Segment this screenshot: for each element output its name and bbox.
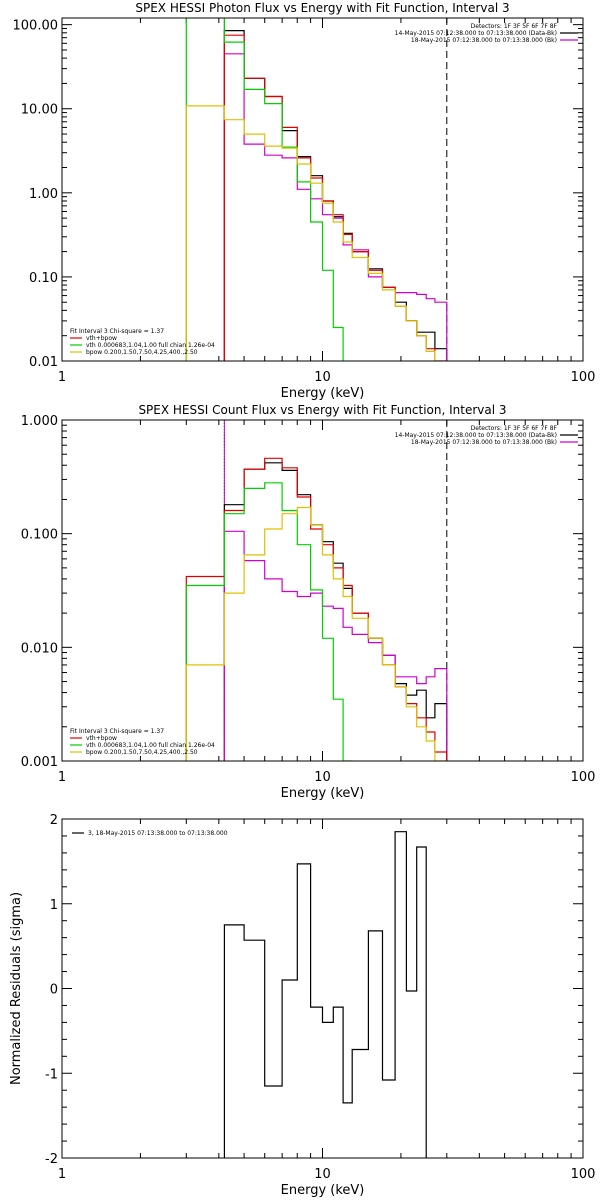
series-line-1 bbox=[223, 30, 448, 361]
y-tick-label: -1 bbox=[45, 1067, 58, 1082]
y-tick-label: 1 bbox=[50, 898, 58, 913]
y-axis-ticks: 0.001 0.010 0.100 1.000 bbox=[21, 414, 583, 770]
chart-title: SPEX HESSI Count Flux vs Energy with Fit… bbox=[138, 403, 506, 417]
series-line-2 bbox=[223, 530, 448, 761]
x-axis-label: Energy (keV) bbox=[281, 386, 365, 401]
legend-entry: 3, 18-May-2015 07:13:38.000 to 07:13:38.… bbox=[88, 830, 228, 837]
y-tick-label: -2 bbox=[45, 1152, 58, 1167]
x-axis-ticks: 1 10 100 bbox=[58, 819, 596, 1182]
x-tick-label: 1 bbox=[58, 770, 66, 785]
legend-entry: bpow 0.200,1.50,7.50,4.25,400.,2.50 bbox=[86, 349, 198, 356]
header-line: Detectors: 1F 3F 5F 6F 7F 8F bbox=[471, 23, 558, 30]
y-tick-label: 2 bbox=[50, 813, 58, 828]
y-tick-label: 10.00 bbox=[21, 103, 58, 118]
legend-title: Fit Interval 3 Chi-square = 1.37 bbox=[70, 728, 164, 735]
y-tick-label: 0.001 bbox=[21, 755, 58, 770]
plot-frame bbox=[61, 818, 584, 1159]
x-axis-label: Energy (keV) bbox=[281, 786, 365, 801]
x-tick-label: 10 bbox=[314, 770, 331, 785]
y-tick-label: 0.010 bbox=[21, 641, 58, 656]
x-tick-label: 1 bbox=[58, 1167, 66, 1182]
series-group bbox=[223, 831, 427, 1158]
series-line-2 bbox=[223, 53, 448, 361]
series-line-5 bbox=[185, 506, 448, 761]
y-tick-label: 100.00 bbox=[13, 19, 59, 34]
x-tick-label: 1 bbox=[58, 370, 66, 385]
chart-panel-2: 1 10 100 0.001 0.010 0.100 1.000 SPEX HESSI Cou… bbox=[21, 403, 596, 801]
chart-title: SPEX HESSI Photon Flux vs Energy with Fi… bbox=[135, 1, 509, 15]
legend-entry: vth 0.000683,1.04,1.00 full chian 1.26e-… bbox=[86, 342, 215, 349]
y-tick-label: 0 bbox=[50, 983, 58, 998]
series-group bbox=[185, 18, 448, 361]
x-tick-label: 10 bbox=[314, 370, 331, 385]
plot-frame bbox=[61, 419, 584, 762]
y-tick-label: 0.10 bbox=[29, 271, 58, 286]
y-axis-label: Normalized Residuals (sigma) bbox=[9, 892, 24, 1085]
legend-entry: vth+bpow bbox=[86, 335, 117, 342]
y-axis-ticks: -2 -1 0 1 2 bbox=[45, 813, 583, 1167]
header-line: 14-May-2015 07:12:38.000 to 07:13:38.000… bbox=[395, 30, 557, 37]
y-tick-label: 1.000 bbox=[21, 414, 58, 429]
header-line: Detectors: 1F 3F 5F 6F 7F 8F bbox=[471, 425, 558, 432]
legend-entry: vth 0.000683,1.04,1.00 full chian 1.26e-… bbox=[86, 742, 215, 749]
header-line: 18-May-2015 07:12:38.000 to 07:13:38.000… bbox=[411, 439, 557, 446]
y-axis-ticks: 0.01 0.10 1.00 10.00 100.00 bbox=[13, 19, 583, 370]
series-line-4 bbox=[185, 18, 344, 361]
x-axis-label: Energy (keV) bbox=[281, 1183, 365, 1198]
legend-entry: vth+bpow bbox=[86, 735, 117, 742]
series-line-4 bbox=[185, 482, 353, 761]
y-tick-label: 0.100 bbox=[21, 528, 58, 543]
legend-entry: bpow 0.200,1.50,7.50,4.25,400.,2.50 bbox=[86, 749, 198, 756]
chart-panel-3: 1 10 100 -2 -1 0 1 2 Energy (keV) Normalized Resi… bbox=[9, 813, 595, 1198]
chart-panel-1: 1 10 100 0.01 0.10 1.00 10.00 100.00 SPEX HESSI … bbox=[13, 1, 596, 401]
series-line-3 bbox=[185, 457, 448, 761]
x-tick-label: 100 bbox=[571, 370, 596, 385]
series-line-5 bbox=[185, 105, 436, 361]
header-line: 18-May-2015 07:12:38.000 to 07:13:38.000… bbox=[411, 37, 557, 44]
series-line-1 bbox=[223, 831, 427, 1158]
header-line: 14-May-2015 07:12:38.000 to 07:13:38.000… bbox=[395, 432, 557, 439]
x-tick-label: 100 bbox=[571, 1167, 596, 1182]
legend-title: Fit Interval 3 Chi-square = 1.37 bbox=[70, 328, 164, 335]
y-tick-label: 1.00 bbox=[29, 187, 58, 202]
plot-frame bbox=[61, 17, 584, 362]
series-group bbox=[185, 457, 448, 761]
x-tick-label: 100 bbox=[571, 770, 596, 785]
series-line-1 bbox=[223, 462, 448, 761]
y-tick-label: 0.01 bbox=[29, 355, 58, 370]
x-tick-label: 10 bbox=[314, 1167, 331, 1182]
